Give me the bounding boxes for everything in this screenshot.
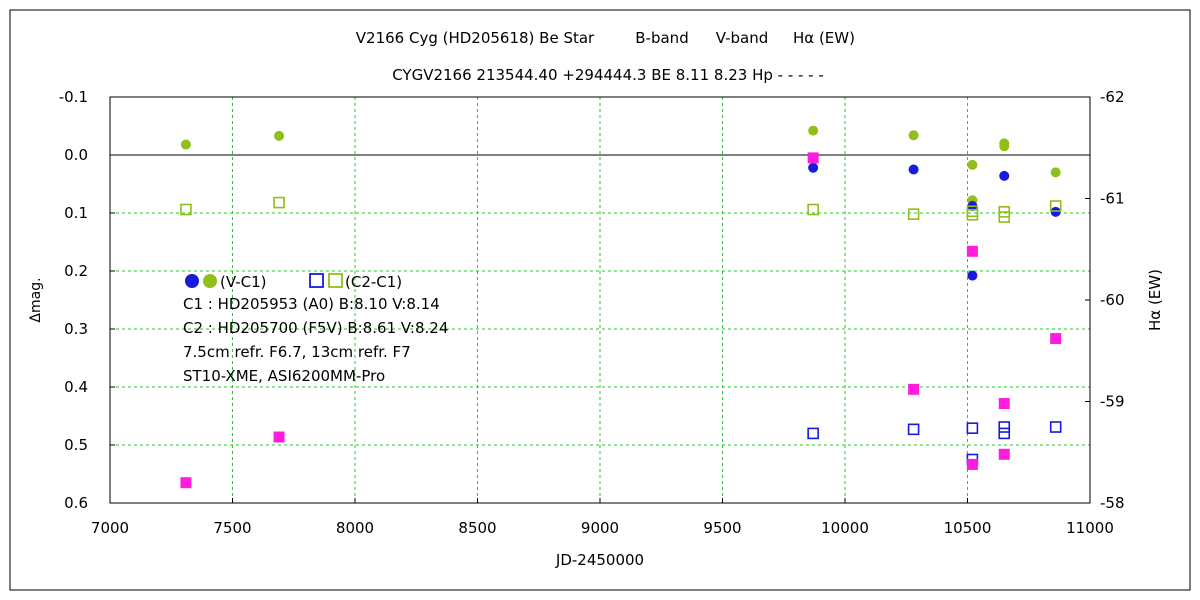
point-ha [966, 245, 978, 257]
title-v-band: V-band [716, 29, 769, 47]
y2-tick-label: -61 [1100, 190, 1125, 208]
x-tick-label: 11000 [1066, 519, 1114, 537]
chart-title: V2166 Cyg (HD205618) Be Star [356, 29, 595, 47]
point-v_var [808, 125, 819, 136]
point-v_comp [807, 203, 819, 216]
legend-b-square-marker [309, 273, 324, 288]
x-axis-ticks: 7000 7500 8000 8500 9000 9500 10000 10500 11000 [91, 498, 1114, 537]
legend: (V-C1) (C2-C1) C1 : HD205953 (A0) B:8.10… [183, 273, 448, 385]
y2-tick-label: -62 [1100, 88, 1125, 106]
x-tick-label: 8500 [458, 519, 496, 537]
data-points [180, 125, 1062, 489]
point-ha [966, 458, 978, 470]
y-tick-label: 0.5 [64, 436, 88, 454]
y-tick-label: 0.0 [64, 146, 88, 164]
x-tick-label: 9500 [703, 519, 741, 537]
point-b_var [999, 170, 1010, 181]
title-ha-band: Hα (EW) [793, 29, 855, 47]
y-tick-label: 0.1 [64, 204, 88, 222]
y2-tick-label: -59 [1100, 393, 1125, 411]
point-b_var [808, 162, 819, 173]
point-b_var [967, 270, 978, 281]
point-b_comp [998, 427, 1011, 440]
legend-squares-label: (C2-C1) [345, 273, 402, 291]
x-tick-label: 9000 [581, 519, 619, 537]
y-axis-label: Δmag. [28, 277, 44, 322]
y-tick-label: -0.1 [59, 88, 88, 106]
point-v_var [180, 139, 191, 150]
y-tick-label: 0.3 [64, 320, 88, 338]
point-v_comp [273, 196, 285, 209]
x-tick-label: 10500 [944, 519, 992, 537]
point-v_var [274, 130, 285, 141]
legend-b-circle-marker [185, 274, 199, 288]
point-ha [998, 448, 1010, 460]
x-tick-label: 8000 [336, 519, 374, 537]
x-tick-label: 10000 [821, 519, 869, 537]
point-b_comp [807, 427, 819, 440]
point-b_comp [998, 421, 1011, 433]
legend-line-c2: C2 : HD205700 (F5V) B:8.61 V:8.24 [183, 319, 448, 337]
legend-v-circle-marker [203, 274, 217, 288]
y2-axis-ticks: -62 -61 -60 -59 -58 [1085, 88, 1125, 512]
point-ha [1050, 333, 1062, 345]
y-tick-label: 0.6 [64, 494, 88, 512]
chart-frame [9, 9, 1191, 591]
point-b_comp [1049, 421, 1062, 433]
x-tick-label: 7000 [91, 519, 129, 537]
point-v_comp [966, 208, 979, 221]
y-axis-ticks: -0.1 0.0 0.1 0.2 0.3 0.4 0.5 0.6 [59, 88, 115, 512]
y2-tick-label: -58 [1100, 494, 1125, 512]
point-v_comp [1049, 200, 1062, 212]
point-ha [908, 383, 920, 395]
legend-v-square-marker [328, 273, 343, 288]
legend-line-c1: C1 : HD205953 (A0) B:8.10 V:8.14 [183, 295, 440, 313]
point-b_comp [966, 422, 979, 434]
chart-subtitle: CYGV2166 213544.40 +294444.3 BE 8.11 8.2… [392, 66, 824, 84]
point-b_var [908, 164, 919, 175]
point-ha [998, 398, 1010, 410]
point-v_var [967, 159, 978, 170]
title-b-band: B-band [635, 29, 688, 47]
legend-line-cameras: ST10-XME, ASI6200MM-Pro [183, 367, 385, 385]
y-tick-label: 0.4 [64, 378, 88, 396]
y-tick-label: 0.2 [64, 262, 88, 280]
point-ha [807, 152, 819, 164]
legend-circles-label: (V-C1) [220, 273, 267, 291]
point-ha [180, 477, 192, 489]
x-axis-label: JD-2450000 [555, 551, 644, 569]
legend-line-optics: 7.5cm refr. F6.7, 13cm refr. F7 [183, 343, 411, 361]
point-v_var [1050, 167, 1061, 178]
point-v_comp [180, 203, 192, 216]
point-b_comp [907, 423, 920, 436]
y2-tick-label: -60 [1100, 291, 1125, 309]
point-v_comp [907, 208, 920, 220]
point-b_var [1050, 206, 1061, 217]
x-tick-label: 7500 [213, 519, 251, 537]
point-v_var [999, 141, 1010, 152]
y2-axis-label: Hα (EW) [1146, 269, 1164, 331]
point-v_comp [998, 211, 1011, 223]
point-ha [273, 431, 285, 443]
point-v_var [908, 130, 919, 141]
